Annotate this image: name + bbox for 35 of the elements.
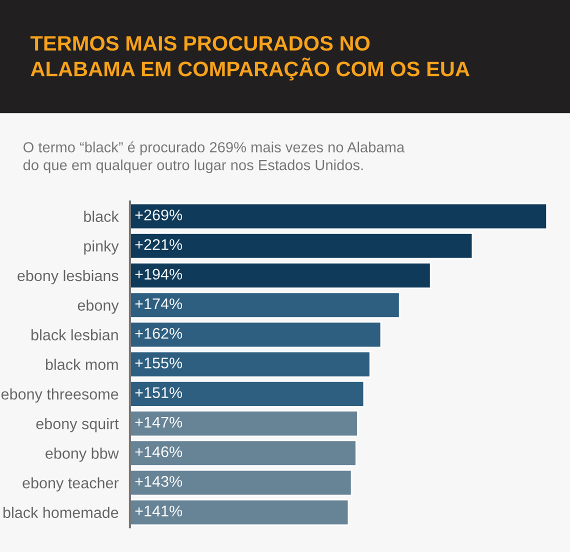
data-label: +147% <box>135 416 182 428</box>
bar <box>130 350 371 378</box>
bar <box>130 498 350 526</box>
data-label: +194% <box>135 268 182 280</box>
data-label: +269% <box>135 210 182 220</box>
data-label: +143% <box>135 476 182 487</box>
bar <box>130 232 474 260</box>
data-label: +141% <box>135 506 182 516</box>
y-tick-label: black lesbian <box>32 329 118 340</box>
data-label: +151% <box>135 387 182 398</box>
y-tick-label: ebony <box>78 300 119 314</box>
data-label: +155% <box>135 358 182 368</box>
y-tick-label: ebony bbw <box>46 448 119 462</box>
y-tick-label: ebony teacher <box>22 477 119 492</box>
bar <box>130 262 432 289</box>
bar <box>130 202 548 230</box>
bar <box>130 410 358 437</box>
bar <box>130 321 382 348</box>
chart-subtitle: O termo “black” é procurado 269% mais vezes no Alabama do que em qualquer outro lugar nos Estados Unidos. <box>23 142 405 174</box>
y-tick-label: black <box>84 210 119 222</box>
y-tick-label: ebony threesome <box>1 388 118 403</box>
y-tick-label: ebony lesbians <box>18 270 118 284</box>
y-tick-label: black homemade <box>4 506 118 518</box>
bar <box>130 292 400 319</box>
bar <box>130 380 365 408</box>
data-label: +221% <box>135 239 182 250</box>
y-tick-label: pinky <box>84 240 119 255</box>
data-label: +174% <box>135 298 182 310</box>
y-tick-label: black mom <box>46 358 118 370</box>
bar <box>130 440 357 467</box>
y-tick-label: ebony squirt <box>36 418 119 432</box>
data-label: +162% <box>135 328 182 339</box>
data-label: +146% <box>135 446 182 458</box>
chart-title: TERMOS MAIS PROCURADOS NO ALABAMA EM COMPARAÇÃO COM OS EUA <box>30 36 470 80</box>
bar <box>130 469 352 496</box>
